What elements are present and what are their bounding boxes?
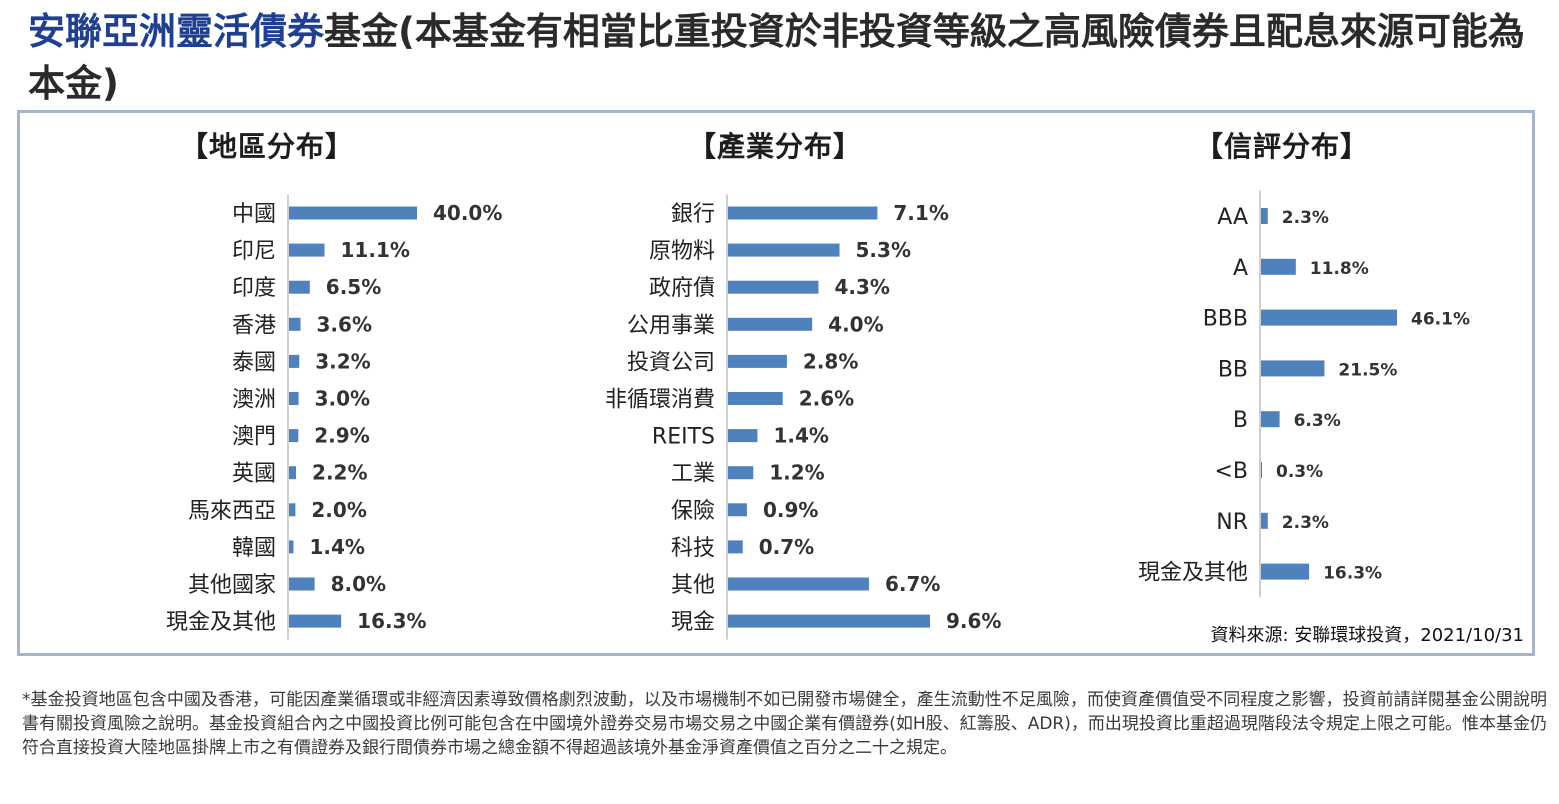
region-category-label: 印度 [232,276,276,301]
region-bar [289,577,315,591]
region-value-label: 16.3% [357,609,426,633]
region-category-label: 印尼 [232,239,276,264]
risk-footnote: *基金投資地區包含中國及香港，可能因產業循環或非經濟因素導致價格劇烈波動，以及市… [22,690,1547,758]
region-value-label: 8.0% [331,572,386,596]
region-bar [289,540,294,554]
chart-frame: 【地區分布】 【產業分布】 【信評分布】 中國 40.0% 印尼 11.1% 印度 6.5… [17,110,1535,656]
rating-chart-title: 【信評分布】 [1195,130,1370,163]
region-value-label: 1.4% [309,535,364,559]
region-value-label: 3.2% [315,349,370,373]
page-title: 安聯亞洲靈活債券基金(本基金有相當比重投資於非投資等級之高風險債券且配息來源可能… [28,6,1528,110]
region-category-label: 香港 [232,313,276,338]
fund-name: 安聯亞洲靈活債券 [28,10,324,53]
region-bar [289,206,417,220]
region-category-label: 其他國家 [188,573,276,598]
region-category-label: 澳門 [232,425,276,450]
region-value-label: 2.2% [312,461,367,485]
source-note: 資料來源: 安聯環球投資，2021/10/31 [1210,625,1524,646]
region-value-label: 6.5% [326,275,381,299]
region-value-label: 2.9% [314,424,369,448]
region-bar [289,466,297,480]
region-bar [289,243,325,257]
region-bar [289,354,300,368]
region-value-label: 3.6% [317,312,372,336]
region-value-label: 3.0% [315,387,370,411]
region-bar [289,429,299,443]
industry-chart-title: 【產業分布】 [688,130,863,163]
region-bar [289,392,299,405]
region-value-label: 40.0% [433,201,502,225]
region-category-label: 澳洲 [232,388,276,413]
region-bar [289,280,310,294]
region-bar [289,614,342,628]
region-value-label: 2.0% [311,498,366,522]
region-category-label: 英國 [232,462,276,487]
region-category-label: 馬來西亞 [188,499,276,524]
region-category-label: 中國 [232,202,276,227]
title-disclaimer: 基金(本基金有相當比重投資於非投資等級之高風險債券且配息來源可能為本金) [28,10,1525,105]
region-category-label: 韓國 [232,536,276,561]
region-bar-chart: 中國 40.0% 印尼 11.1% 印度 6.5% 香港 3.6% 泰國 3.2% 澳洲 3.0% 澳門… [166,194,502,640]
region-bar [289,317,301,331]
region-category-label: 現金及其他 [166,610,276,635]
region-chart-title: 【地區分布】 [180,130,355,163]
region-bar [289,503,296,517]
region-value-label: 11.1% [341,238,410,262]
region-category-label: 泰國 [232,350,276,375]
